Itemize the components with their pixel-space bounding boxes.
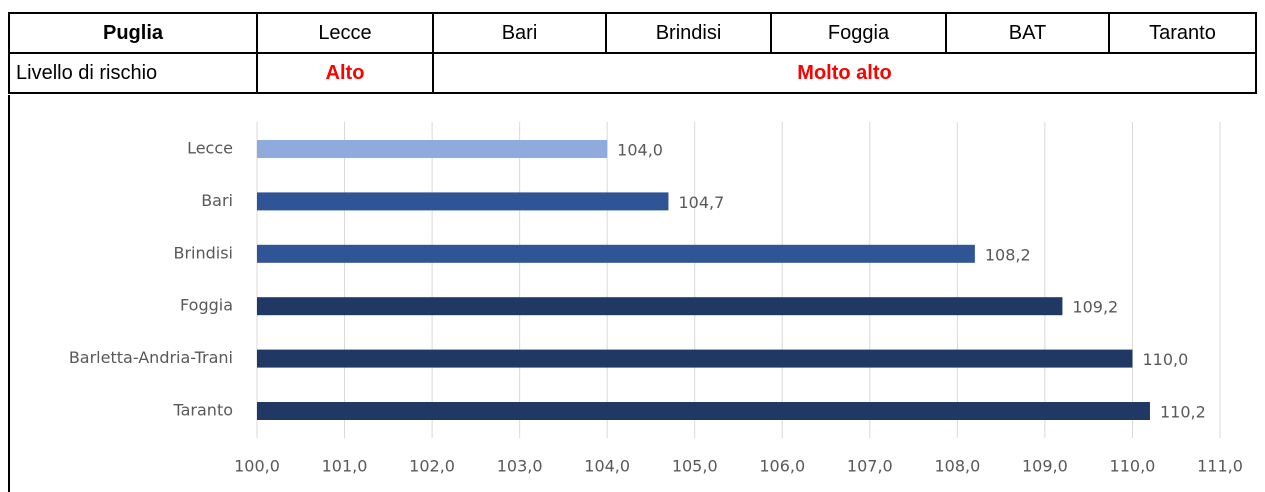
- cell: Bari: [432, 12, 607, 54]
- risk-row: Livello di rischio Alto Molto alto: [8, 52, 1257, 94]
- cell: Brindisi: [605, 12, 772, 54]
- value-label: 108,2: [985, 245, 1031, 264]
- x-tick-label: 103,0: [497, 457, 543, 476]
- header-row: Puglia Lecce Bari Brindisi Foggia BAT Ta…: [8, 12, 1257, 54]
- value-label: 104,7: [678, 193, 724, 212]
- y-tick-label: Barletta-Andria-Trani: [69, 348, 233, 367]
- x-tick-label: 104,0: [584, 457, 630, 476]
- x-tick-label: 105,0: [672, 457, 718, 476]
- x-tick-label: 109,0: [1022, 457, 1068, 476]
- bar: [257, 244, 975, 263]
- value-label: 110,0: [1142, 350, 1188, 369]
- bar: [257, 349, 1133, 368]
- y-tick-label: Taranto: [172, 401, 233, 420]
- cell: Molto alto: [432, 52, 1257, 94]
- x-tick-label: 106,0: [759, 457, 805, 476]
- x-tick-label: 108,0: [934, 457, 980, 476]
- cell: Lecce: [256, 12, 434, 54]
- bar: [257, 140, 608, 158]
- bar: [257, 297, 1063, 316]
- bar: [257, 402, 1150, 420]
- cell: Taranto: [1108, 12, 1257, 54]
- bar: [257, 192, 669, 211]
- risk-table: Puglia Lecce Bari Brindisi Foggia BAT Ta…: [8, 12, 1257, 94]
- cell: Foggia: [770, 12, 947, 54]
- value-label: 109,2: [1072, 298, 1118, 317]
- y-tick-label: Bari: [201, 191, 233, 210]
- y-tick-label: Lecce: [187, 139, 233, 158]
- y-tick-label: Brindisi: [173, 243, 233, 262]
- x-tick-label: 107,0: [847, 457, 893, 476]
- cell: Livello di rischio: [8, 52, 258, 94]
- x-tick-label: 111,0: [1197, 457, 1243, 476]
- cell: BAT: [945, 12, 1110, 54]
- x-tick-label: 102,0: [409, 457, 455, 476]
- cell: Puglia: [8, 12, 258, 54]
- value-label: 104,0: [617, 141, 663, 160]
- x-tick-label: 110,0: [1110, 457, 1156, 476]
- cell: Alto: [256, 52, 434, 94]
- x-tick-label: 101,0: [322, 457, 368, 476]
- value-label: 110,2: [1160, 403, 1206, 422]
- x-tick-label: 100,0: [234, 457, 280, 476]
- y-tick-label: Foggia: [180, 296, 233, 315]
